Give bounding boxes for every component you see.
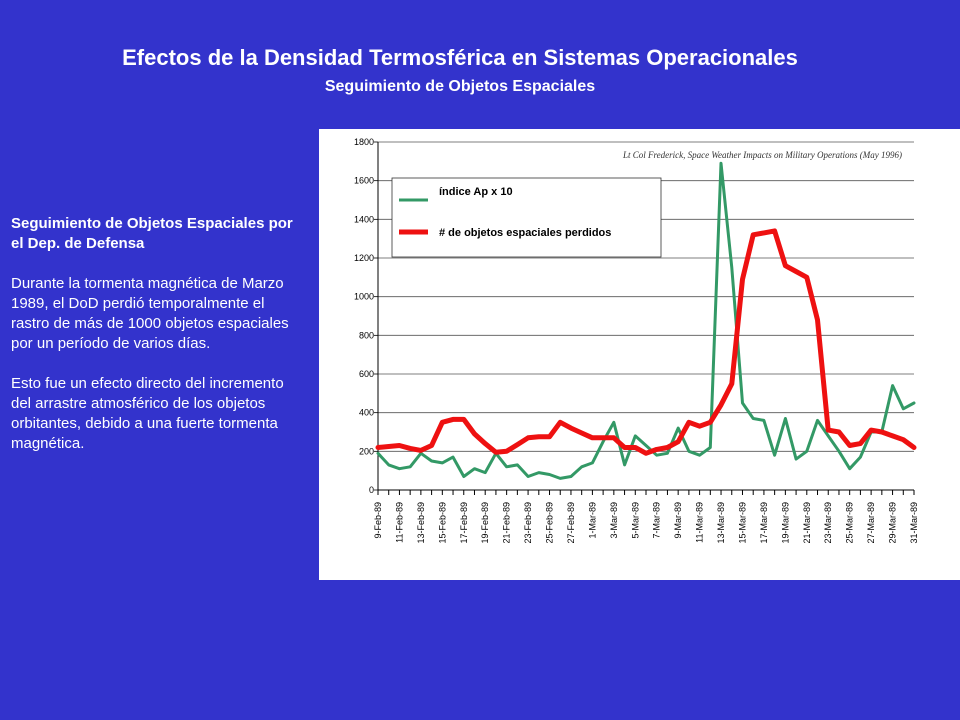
sidebar-heading: Seguimiento de Objetos Espaciales por el… xyxy=(11,215,293,252)
x-tick-label: 29-Mar-89 xyxy=(888,502,898,544)
y-axis: 0 200 400 600 800 1000 1200 1400 1600 1800 xyxy=(354,137,379,495)
x-tick-label: 21-Mar-89 xyxy=(802,502,812,544)
x-tick-label: 27-Feb-89 xyxy=(566,502,576,544)
y-tick-label: 1200 xyxy=(354,253,374,263)
y-tick-label: 1600 xyxy=(354,176,374,186)
x-tick-label: 25-Mar-89 xyxy=(845,502,855,544)
y-tick-label: 1400 xyxy=(354,214,374,224)
y-tick-label: 200 xyxy=(359,446,374,456)
y-tick-label: 800 xyxy=(359,330,374,340)
y-tick-label: 1000 xyxy=(354,292,374,302)
y-tick-label: 400 xyxy=(359,408,374,418)
sidebar-paragraph-1: Durante la tormenta magnética de Marzo 1… xyxy=(11,275,289,352)
x-tick-label: 9-Mar-89 xyxy=(673,502,683,539)
page-title: Efectos de la Densidad Termosférica en S… xyxy=(122,45,798,70)
x-tick-label: 31-Mar-89 xyxy=(909,502,919,544)
series-line-lost-objects xyxy=(375,228,917,456)
x-tick-label: 23-Mar-89 xyxy=(823,502,833,544)
sidebar-text: Seguimiento de Objetos Espaciales por el… xyxy=(11,214,296,474)
chart-annotation: Lt Col Frederick, Space Weather Impacts … xyxy=(622,150,902,160)
x-tick-label: 7-Mar-89 xyxy=(652,502,662,539)
x-tick-label: 11-Feb-89 xyxy=(394,502,404,543)
x-tick-label: 27-Mar-89 xyxy=(866,502,876,544)
x-tick-label: 5-Mar-89 xyxy=(630,502,640,539)
legend-label-lost: # de objetos espaciales perdidos xyxy=(439,227,611,239)
x-tick-label: 11-Mar-89 xyxy=(695,502,705,543)
x-tick-label: 15-Feb-89 xyxy=(437,502,447,544)
x-tick-label: 17-Feb-89 xyxy=(459,502,469,544)
x-tick-label: 15-Mar-89 xyxy=(737,502,747,544)
legend-box xyxy=(391,177,662,258)
chart-panel: 0 200 400 600 800 1000 1200 1400 1600 1800 9-Feb-… xyxy=(319,129,960,580)
line-chart: 0 200 400 600 800 1000 1200 1400 1600 1800 9-Feb-… xyxy=(354,137,919,544)
y-tick-label: 0 xyxy=(369,485,374,495)
x-tick-label: 19-Feb-89 xyxy=(480,502,490,544)
x-tick-label: 13-Mar-89 xyxy=(716,502,726,544)
x-tick-label: 3-Mar-89 xyxy=(609,502,619,539)
x-tick-label: 13-Feb-89 xyxy=(416,502,426,544)
x-tick-label: 9-Feb-89 xyxy=(373,502,383,539)
page-subtitle: Seguimiento de Objetos Espaciales xyxy=(324,78,596,95)
x-axis: 9-Feb-89 11-Feb-89 13-Feb-89 15-Feb-89 17-Fe… xyxy=(373,489,919,544)
y-tick-label: 1800 xyxy=(354,137,374,147)
chart-series xyxy=(375,161,917,480)
x-tick-label: 1-Mar-89 xyxy=(587,502,597,539)
sidebar-paragraph-2: Esto fue un efecto directo del increment… xyxy=(11,375,284,452)
x-tick-label: 17-Mar-89 xyxy=(759,502,769,544)
series-line-ap-index xyxy=(376,161,916,480)
x-tick-label: 25-Feb-89 xyxy=(545,502,555,544)
x-tick-label: 21-Feb-89 xyxy=(502,502,512,544)
y-tick-label: 600 xyxy=(359,369,374,379)
x-tick-label: 23-Feb-89 xyxy=(523,502,533,544)
legend-label-ap: índice Ap x 10 xyxy=(439,186,513,198)
x-tick-label: 19-Mar-89 xyxy=(780,502,790,544)
chart-legend: índice Ap x 10 # de objetos espaciales p… xyxy=(391,177,662,258)
